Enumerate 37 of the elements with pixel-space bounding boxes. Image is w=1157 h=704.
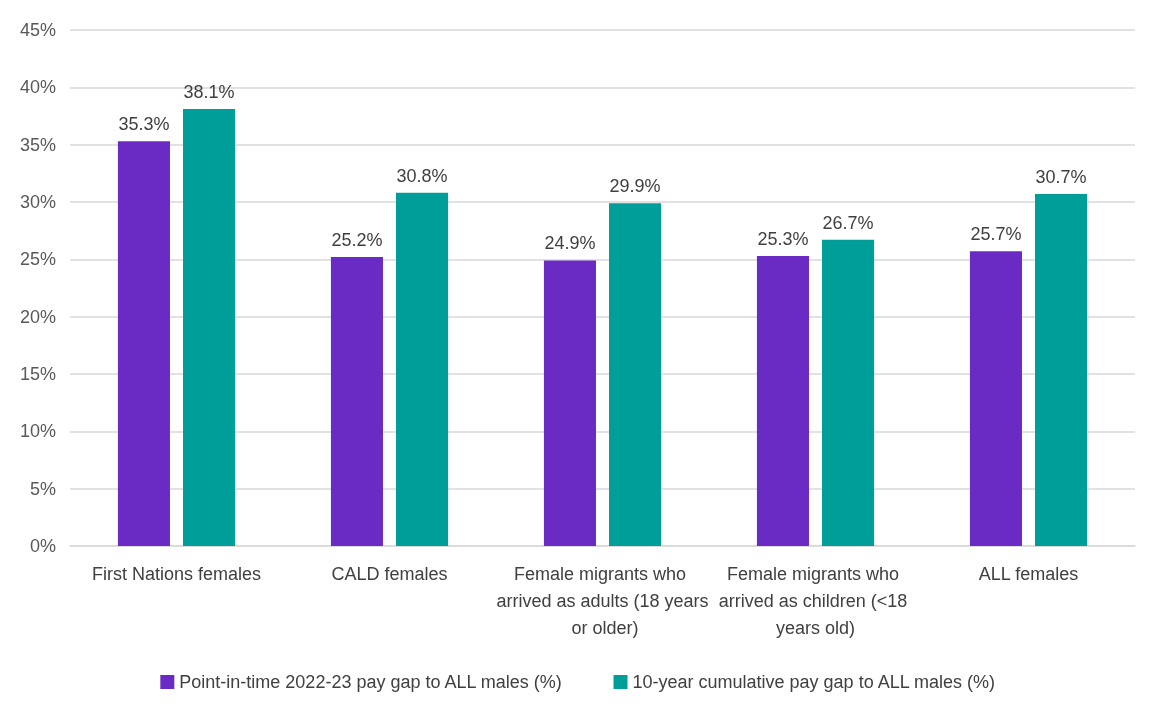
x-tick-label: CALD females <box>331 563 448 584</box>
bar <box>117 141 170 546</box>
x-tick-label: First Nations females <box>91 563 262 584</box>
x-tick-label: Female migrants who arrived as children (<18 years old) <box>718 563 913 638</box>
y-tick-label: 30% <box>19 192 56 212</box>
data-label: 25.2% <box>331 230 383 251</box>
legend-label: 10-year cumulative pay gap to ALL males (%) <box>632 672 996 692</box>
x-tick-label: ALL females <box>978 563 1079 584</box>
bar <box>1035 193 1088 546</box>
y-tick-label: 25% <box>19 249 56 270</box>
bar <box>183 109 236 546</box>
data-label: 30.7% <box>1035 166 1087 187</box>
bar <box>822 239 875 546</box>
bar <box>330 257 383 546</box>
data-label: 26.7% <box>822 212 874 233</box>
data-label: 29.9% <box>609 176 661 197</box>
y-tick-label: 10% <box>19 421 56 442</box>
bar <box>609 203 662 546</box>
x-tick-label: Female migrants who arrived as adults (18 years or older) <box>496 563 709 638</box>
y-tick-label: 5% <box>29 478 56 499</box>
y-tick-label: 20% <box>19 306 56 327</box>
bar <box>396 192 449 546</box>
data-label: 30.8% <box>396 165 448 186</box>
data-label: 38.1% <box>183 82 235 103</box>
bar <box>543 260 596 546</box>
bar <box>969 251 1022 546</box>
y-tick-label: 35% <box>19 134 56 155</box>
bar <box>756 255 809 546</box>
data-label: 25.7% <box>970 224 1022 245</box>
legend-label: Point-in-time 2022-23 pay gap to ALL males (%) <box>179 672 562 692</box>
y-tick-label: 0% <box>29 536 56 556</box>
data-label: 35.3% <box>118 114 170 135</box>
y-tick-label: 40% <box>19 77 56 98</box>
data-label: 25.3% <box>757 228 809 249</box>
data-label: 24.9% <box>544 233 596 254</box>
y-tick-label: 45% <box>19 20 56 40</box>
y-tick-label: 15% <box>19 364 56 384</box>
